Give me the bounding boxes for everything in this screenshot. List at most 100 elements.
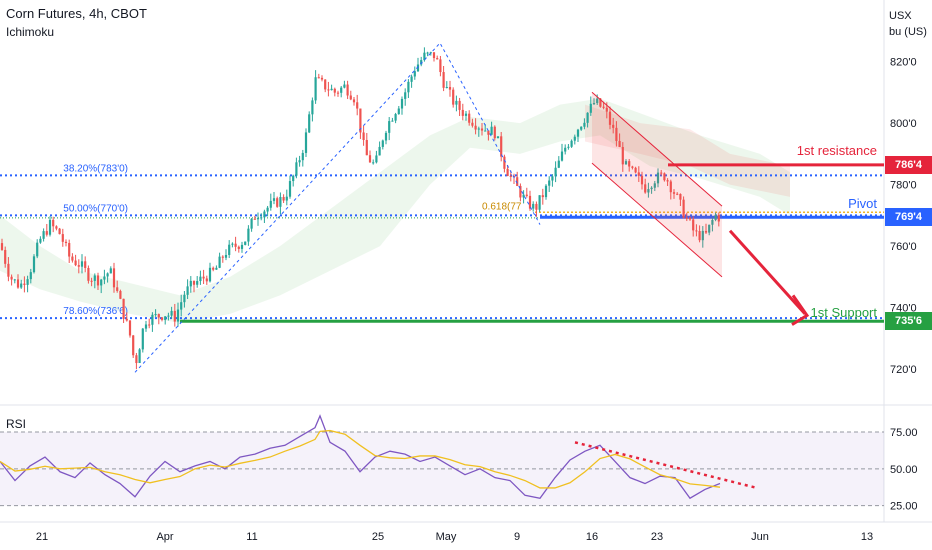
candle-body (548, 180, 551, 186)
candle-body (352, 99, 356, 103)
candle-body (157, 314, 160, 318)
candle-body (384, 132, 388, 141)
candle-body (394, 114, 397, 121)
candle-body (112, 268, 116, 288)
candle-body (288, 181, 292, 197)
candle-body (39, 238, 42, 243)
candle-body (484, 130, 487, 132)
fib-382-label: 38.20%(783'0) (63, 163, 128, 174)
candle-body (560, 151, 564, 161)
candle-body (618, 140, 621, 148)
projection-arrow-shaft (728, 229, 807, 315)
candle-body (224, 254, 228, 258)
candle-body (141, 328, 144, 350)
candle-body (656, 172, 660, 184)
candle-body (669, 181, 672, 193)
time-tick: 21 (36, 531, 48, 543)
candle-body (666, 180, 669, 182)
candle-body (538, 195, 541, 210)
candle-body (711, 220, 714, 225)
candle-body (704, 230, 708, 233)
candle-body (400, 98, 404, 109)
candle-body (532, 203, 535, 209)
candle-body (234, 243, 237, 247)
candle-body (701, 230, 704, 241)
candle-body (688, 217, 692, 220)
cloud-area (0, 98, 790, 324)
candle-body (58, 228, 61, 235)
candle-body (596, 98, 599, 104)
candle-body (682, 199, 685, 218)
candle-body (714, 214, 717, 221)
candle-body (378, 146, 381, 156)
candle-body (349, 95, 352, 100)
candle-body (90, 280, 93, 282)
cloud-area-bearish (585, 104, 790, 197)
candle-body (199, 276, 202, 282)
candle-body (336, 92, 340, 94)
candle-body (170, 310, 173, 316)
candle-body (557, 160, 560, 168)
pivot-price-tag: 769'4 (885, 208, 932, 227)
candle-body (93, 275, 96, 281)
rsi-tick: 25.00 (890, 501, 918, 513)
candle-body (525, 194, 528, 196)
candle-body (132, 335, 135, 356)
candle-body (292, 175, 295, 182)
candle-body (429, 52, 432, 54)
rsi-line (0, 414, 721, 500)
candle-body (567, 146, 570, 148)
candle-body (96, 275, 100, 286)
candle-body (621, 147, 624, 165)
candle-body (148, 324, 151, 326)
candle-body (196, 281, 199, 285)
candle-body (474, 125, 477, 130)
candle-body (20, 283, 23, 288)
candle-body (346, 84, 349, 96)
candle-body (343, 84, 346, 88)
candle-body (698, 231, 701, 241)
candle-body (685, 217, 688, 219)
candle-body (36, 242, 39, 257)
price-tick: 800'0 (890, 118, 917, 130)
pivot-label: Pivot (848, 196, 877, 211)
candle-body (647, 189, 650, 193)
candle-body (330, 88, 333, 91)
candle-body (205, 278, 208, 282)
candle-body (452, 89, 455, 105)
candle-body (631, 166, 634, 168)
candle-body (615, 127, 618, 141)
candle-body (7, 263, 10, 277)
candle-body (173, 310, 176, 322)
candle-body (602, 106, 605, 108)
candle-body (660, 172, 663, 174)
candle-body (212, 267, 215, 270)
candle-body (589, 103, 592, 113)
candle-body (477, 128, 480, 130)
candle-body (80, 261, 84, 267)
time-tick: 9 (514, 531, 520, 543)
candle-body (535, 203, 538, 210)
candle-body (544, 185, 548, 198)
candle-body (487, 130, 490, 135)
candle-body (461, 109, 464, 116)
candle-body (407, 81, 410, 93)
candle-body (640, 175, 644, 185)
candle-body (48, 219, 52, 235)
candle-body (272, 198, 276, 201)
candle-body (372, 162, 375, 164)
candle-body (125, 318, 128, 321)
time-tick: Apr (156, 531, 173, 543)
candle-body (32, 256, 36, 273)
time-tick: May (436, 531, 457, 543)
channel-lower (591, 162, 723, 278)
candle-body (605, 107, 608, 112)
currency-label: USX (889, 10, 912, 22)
candle-body (554, 167, 557, 177)
resistance-price-tag: 786'4 (885, 155, 932, 174)
candle-body (160, 317, 164, 320)
candle-body (471, 122, 474, 126)
candle-body (717, 214, 720, 222)
candle-body (100, 279, 103, 286)
price-tick: 740'0 (890, 303, 917, 315)
